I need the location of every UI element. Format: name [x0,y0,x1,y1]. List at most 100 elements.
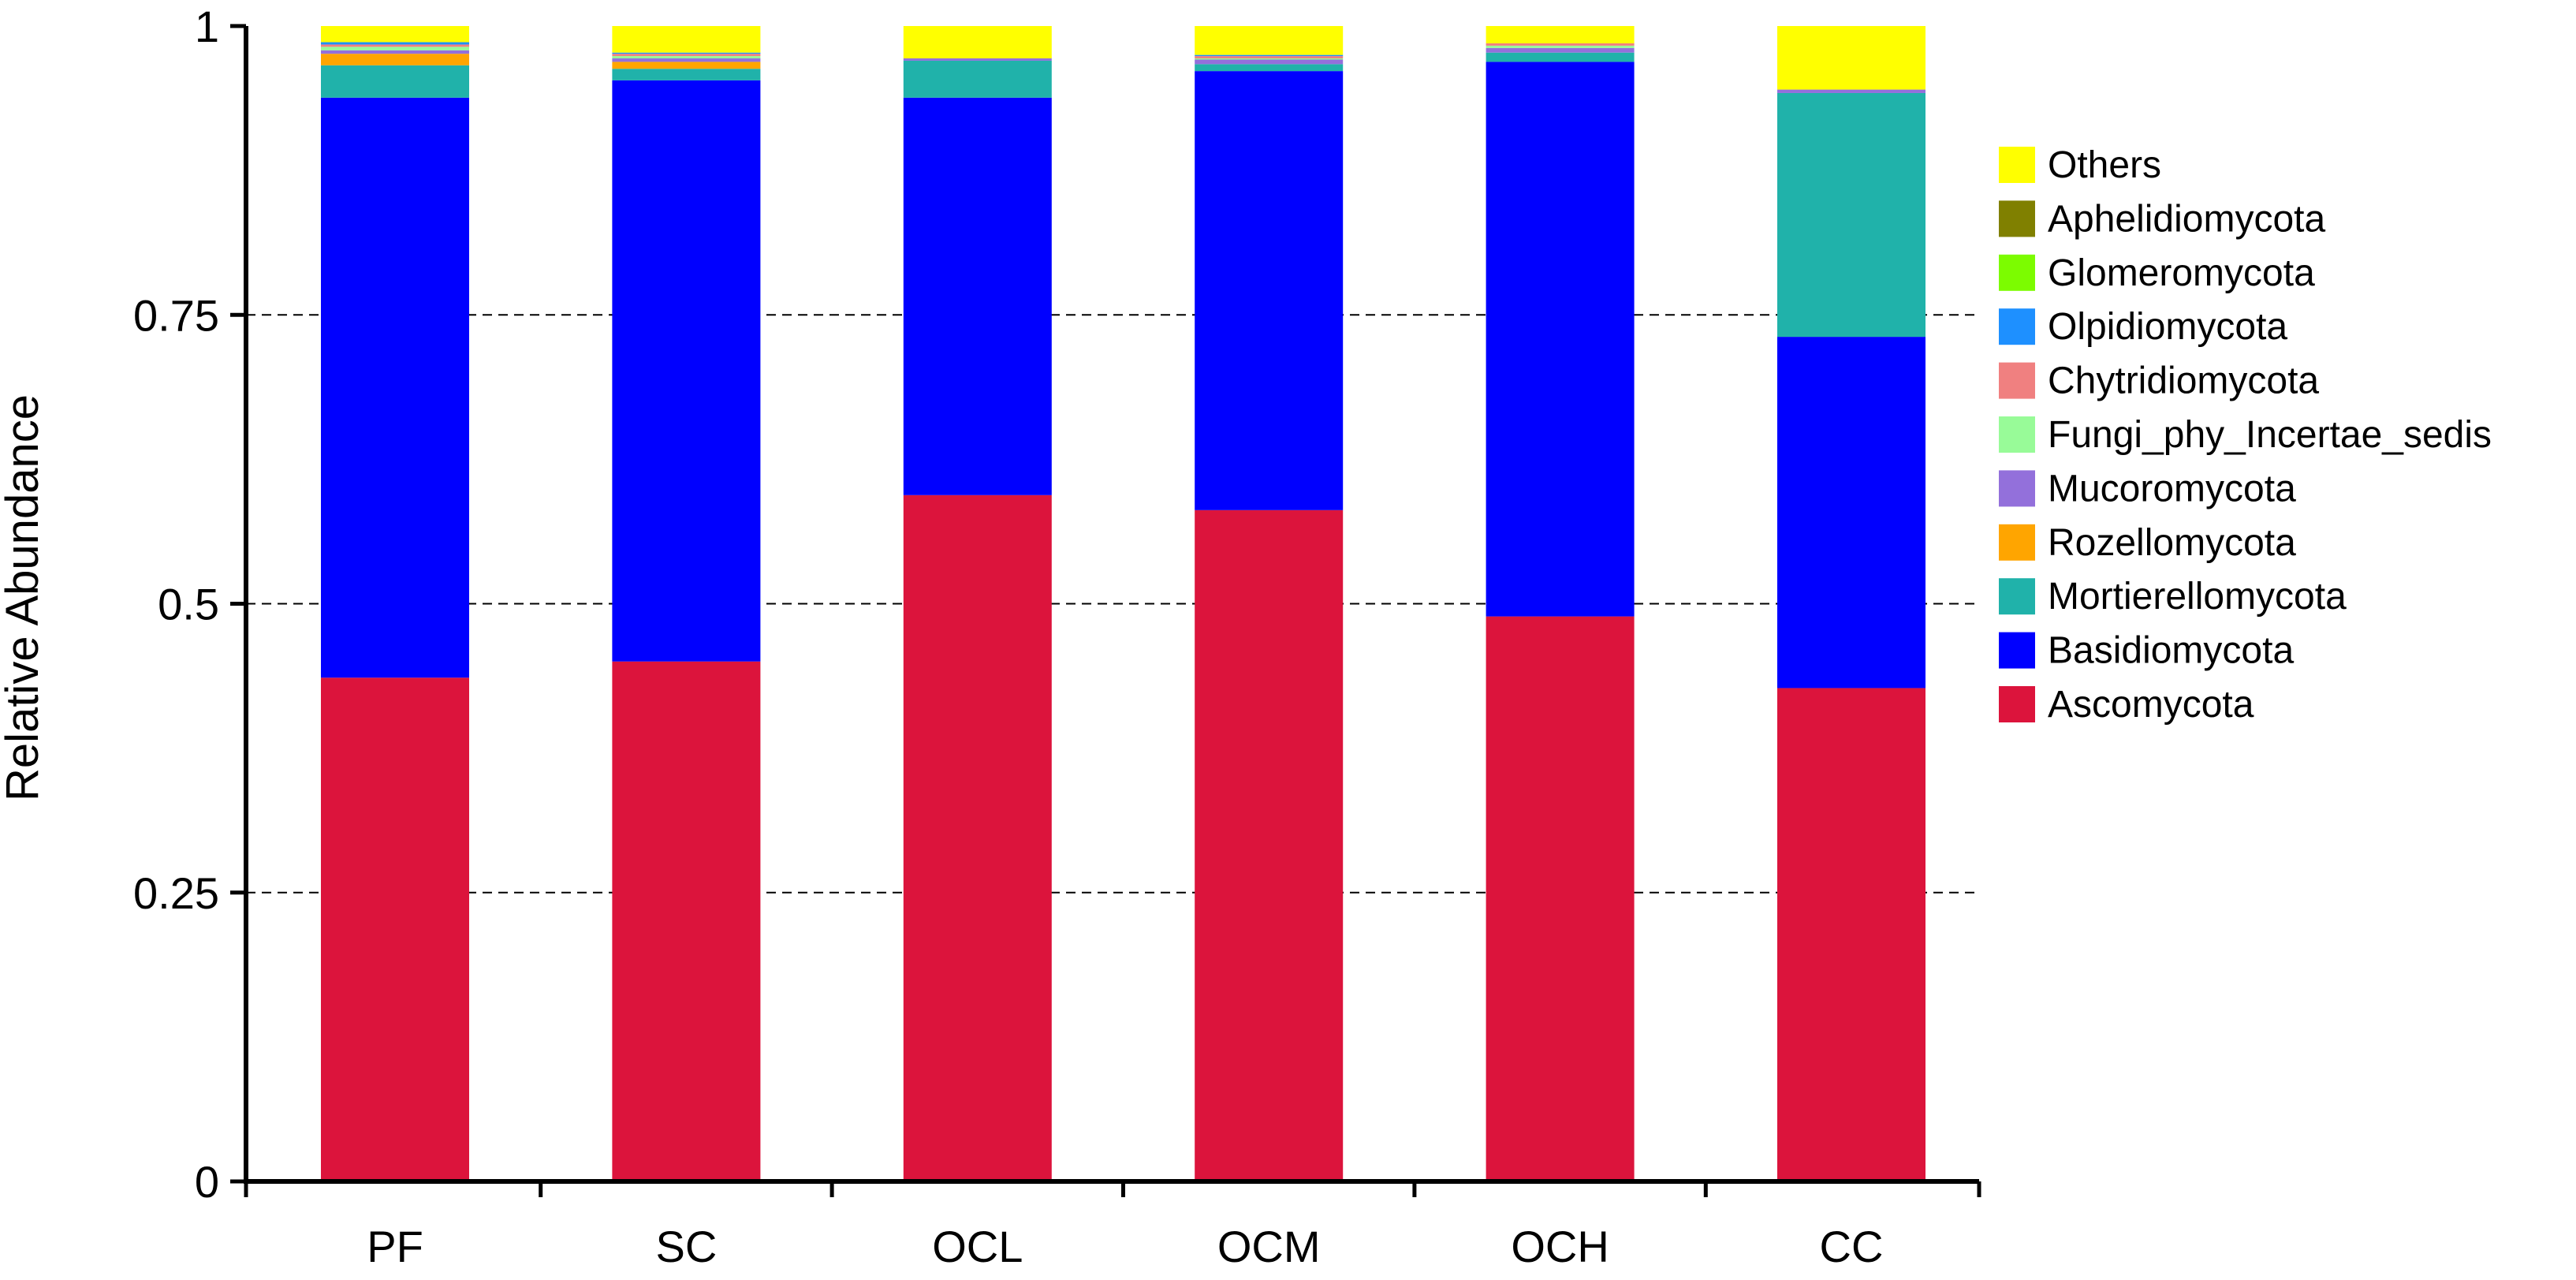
legend-label: Basidiomycota [2048,630,2294,672]
legend-swatch [1999,578,2035,615]
legend-swatch [1999,147,2035,183]
bar-segment [1777,688,1925,1181]
bar-segment [1777,337,1925,689]
legend-item: Aphelidiomycota [1999,198,2326,240]
tick-labels: PF SC OCL OCM OCH CC 0 0.25 0.5 0.75 1 [133,2,1883,1271]
legend-label: Others [2048,144,2161,186]
bar-segment [1486,616,1635,1181]
bar-stack [1486,26,1635,1181]
bar-segment [1195,509,1344,1181]
bar-segment [612,26,761,53]
bar-stack [321,26,469,1181]
bar-segment [1195,59,1344,65]
bar-segment [1195,64,1344,72]
bar-segment [612,58,761,62]
bar-segment [903,26,1052,59]
legend-swatch [1999,524,2035,561]
bar-segment [1195,71,1344,510]
bar-segment [903,58,1052,61]
legend-item: Others [1999,144,2161,186]
bar-segment [1195,54,1344,57]
bar-segment [321,54,469,65]
bar-segment [321,47,469,50]
bar-segment [321,42,469,45]
bar-segment [1486,62,1635,617]
legend-swatch [1999,470,2035,507]
legend-swatch [1999,200,2035,237]
bar-segment [1195,56,1344,59]
legend-label: Chytridiomycota [2048,360,2319,402]
bar-segment [321,50,469,54]
legend-swatch [1999,254,2035,291]
bar-segment [903,494,1052,1181]
x-tick-label: PF [367,1222,423,1271]
y-tick-label: 0 [195,1157,219,1207]
bar-segment [903,60,1052,98]
bar-segment [1486,47,1635,53]
legend-label: Mucoromycota [2048,468,2296,509]
y-tick-label: 1 [195,2,219,51]
bar-stack [612,26,761,1181]
bar-segment [1486,52,1635,62]
y-tick-label: 0.75 [133,290,219,340]
bar-segment [1486,43,1635,46]
bar-segment [1195,26,1344,55]
bar-segment [612,69,761,80]
bar-segment [321,26,469,43]
x-tick-label: OCH [1511,1222,1609,1271]
legend-item: Mucoromycota [1999,468,2296,509]
legend-swatch [1999,686,2035,722]
legend-item: Ascomycota [1999,684,2254,726]
y-tick-label: 0.25 [133,868,219,918]
axes [230,24,1981,1197]
legend-item: Rozellomycota [1999,522,2296,564]
legend-label: Glomeromycota [2048,252,2315,294]
x-tick-label: CC [1820,1222,1884,1271]
legend-label: Rozellomycota [2048,522,2296,564]
legend-label: Mortierellomycota [2048,576,2347,618]
legend-item: Mortierellomycota [1999,576,2347,618]
bar-stack [1777,26,1925,1181]
legend-label: Ascomycota [2048,684,2254,726]
bar-segment [1777,92,1925,338]
gridlines [246,314,1979,894]
legend-item: Glomeromycota [1999,252,2315,294]
legend-swatch [1999,632,2035,669]
legend-item: Basidiomycota [1999,630,2294,672]
legend-label: Fungi_phy_Incertae_sedis [2048,414,2492,456]
bar-segment [1486,26,1635,43]
bar-segment [1195,58,1344,60]
legend-item: Olpidiomycota [1999,306,2287,348]
legend-swatch [1999,308,2035,345]
bar-segment [612,80,761,662]
bar-segment [612,661,761,1181]
bar-segment [321,677,469,1181]
y-tick-label: 0.5 [158,580,219,629]
legend-item: Fungi_phy_Incertae_sedis [1999,414,2492,456]
bar-segment [612,54,761,57]
bar-stack [1195,26,1344,1181]
y-axis-title: Relative Abundance [0,394,48,801]
bar-segment [612,52,761,54]
bar-segment [321,97,469,678]
bar-segment [903,97,1052,495]
bar-segment [612,56,761,59]
legend-item: Chytridiomycota [1999,360,2319,402]
x-tick-label: OCL [932,1222,1023,1271]
legend-swatch [1999,362,2035,399]
x-tick-label: OCM [1217,1222,1321,1271]
bar-segment [1777,89,1925,93]
legend-swatch [1999,416,2035,453]
legend: Others Aphelidiomycota Glomeromycota Olpidi… [1999,144,2492,726]
bars [321,26,1925,1181]
legend-label: Aphelidiomycota [2048,198,2326,240]
bar-stack [903,26,1052,1181]
bar-segment [1486,45,1635,48]
bar-segment [1777,26,1925,90]
bar-segment [612,62,761,69]
x-tick-label: SC [656,1222,718,1271]
legend-label: Olpidiomycota [2048,306,2287,348]
bar-segment [321,44,469,47]
bar-segment [321,65,469,98]
